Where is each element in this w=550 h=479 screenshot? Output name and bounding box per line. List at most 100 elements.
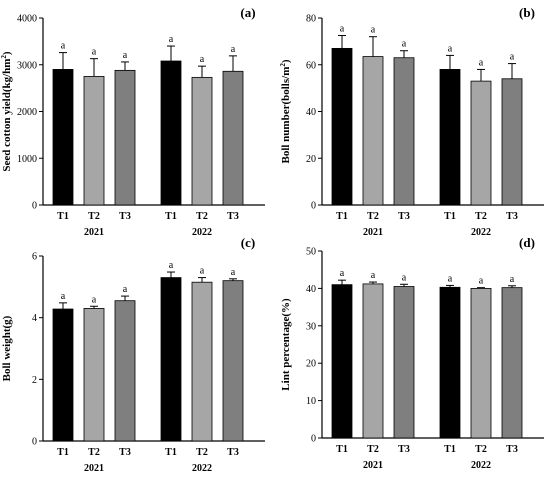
x-category-label: T2 xyxy=(367,444,379,455)
y-tick-label: 20 xyxy=(306,359,316,370)
chart-panel-1: 0 1000 2000 3000 4000 Seed cotton yield(kg/hm… xyxy=(0,5,265,238)
y-axis-label-part: Boll weight(g) xyxy=(1,315,13,381)
panel-label: (a) xyxy=(240,5,255,20)
x-category-label: T2 xyxy=(367,211,379,222)
y-axis-label-part: 2 xyxy=(0,55,8,59)
significance-label: a xyxy=(61,41,66,52)
y-axis-label: Seed cotton yield(kg/hm2) xyxy=(0,51,13,172)
x-category-label: T3 xyxy=(506,444,518,455)
y-tick-label: 4 xyxy=(32,313,37,324)
y-axis-label: Boll weight(g) xyxy=(1,315,13,381)
panel-label: (b) xyxy=(519,5,535,20)
significance-label: a xyxy=(231,44,236,55)
x-group-label: 2022 xyxy=(192,463,212,474)
panel-label: (d) xyxy=(519,235,535,250)
bar-2022-T2 xyxy=(470,287,492,439)
x-category-label: T3 xyxy=(398,444,410,455)
bar-2021-T1 xyxy=(52,69,74,206)
x-category-label: T2 xyxy=(475,211,487,222)
bar-2021-T3 xyxy=(393,57,415,206)
significance-label: a xyxy=(510,274,515,285)
x-category-label: T2 xyxy=(196,447,208,458)
x-category-label: T1 xyxy=(444,444,456,455)
x-category-label: T1 xyxy=(336,444,348,455)
x-category-label: T2 xyxy=(196,211,208,222)
y-tick-label: 1000 xyxy=(17,154,37,165)
x-category-label: T3 xyxy=(506,211,518,222)
x-category-label: T2 xyxy=(475,444,487,455)
y-tick-label: 0 xyxy=(311,201,316,212)
x-category-label: T2 xyxy=(88,447,100,458)
x-category-label: T3 xyxy=(119,211,131,222)
significance-label: a xyxy=(448,273,453,284)
y-tick-label: 30 xyxy=(306,321,316,332)
significance-label: a xyxy=(340,24,345,35)
significance-label: a xyxy=(340,268,345,279)
bar-2022-T3 xyxy=(222,280,244,442)
significance-label: a xyxy=(200,266,205,277)
y-tick-label: 20 xyxy=(306,154,316,165)
significance-label: a xyxy=(231,267,236,278)
y-axis-label-part: Seed cotton yield(kg/hm xyxy=(1,59,13,172)
significance-label: a xyxy=(61,291,66,302)
chart-panel-3: 0 2 4 6 Boll weight(g) (c) a T1 a T2 a T3 2021 a T1 a T2… xyxy=(1,235,265,474)
significance-label: a xyxy=(479,276,484,287)
x-category-label: T3 xyxy=(119,447,131,458)
bar-2021-T1 xyxy=(52,308,74,442)
bar-2021-T1 xyxy=(331,47,353,206)
bar-2021-T3 xyxy=(393,286,415,439)
significance-label: a xyxy=(123,50,128,61)
bar-2021-T2 xyxy=(362,56,384,206)
significance-label: a xyxy=(371,270,376,281)
bar-2022-T2 xyxy=(191,281,213,442)
significance-label: a xyxy=(510,52,515,63)
bar-2022-T1 xyxy=(439,69,461,206)
bar-2022-T1 xyxy=(160,277,182,442)
x-group-label: 2021 xyxy=(84,463,104,474)
bar-2021-T3 xyxy=(114,300,136,442)
significance-label: a xyxy=(92,47,97,58)
y-tick-label: 6 xyxy=(32,252,37,263)
y-tick-label: 4000 xyxy=(17,14,37,25)
x-category-label: T3 xyxy=(398,211,410,222)
panel-label: (c) xyxy=(241,235,255,250)
y-tick-label: 2000 xyxy=(17,107,37,118)
y-axis-label-part: ) xyxy=(1,51,13,55)
y-tick-label: 0 xyxy=(311,434,316,445)
bar-2022-T1 xyxy=(160,60,182,206)
y-axis-label-part: ) xyxy=(280,59,292,63)
y-axis-label-part: Boll number(bolls/m xyxy=(280,67,292,164)
significance-label: a xyxy=(402,272,407,283)
x-category-label: T1 xyxy=(57,211,69,222)
y-tick-label: 3000 xyxy=(17,60,37,71)
x-category-label: T3 xyxy=(227,211,239,222)
bar-2022-T2 xyxy=(470,80,492,206)
bar-2022-T3 xyxy=(501,287,523,439)
y-axis-label: Lint percentage(%) xyxy=(280,298,292,391)
y-tick-label: 80 xyxy=(306,14,316,25)
y-tick-label: 40 xyxy=(306,107,316,118)
bar-2022-T2 xyxy=(191,76,213,206)
y-tick-label: 0 xyxy=(32,201,37,212)
bar-2022-T3 xyxy=(501,78,523,206)
significance-label: a xyxy=(123,284,128,295)
y-tick-label: 10 xyxy=(306,396,316,407)
bar-2022-T1 xyxy=(439,286,461,439)
y-tick-label: 50 xyxy=(306,247,316,258)
y-tick-label: 40 xyxy=(306,284,316,295)
y-tick-label: 60 xyxy=(306,60,316,71)
significance-label: a xyxy=(169,260,174,271)
chart-panel-2: 0 20 40 60 80 Boll number(bolls/m2) (b) a T1 a T2 a… xyxy=(279,5,544,238)
bar-2022-T3 xyxy=(222,70,244,206)
x-category-label: T1 xyxy=(444,211,456,222)
x-category-label: T3 xyxy=(227,447,239,458)
x-group-label: 2022 xyxy=(192,227,212,238)
bar-2021-T1 xyxy=(331,284,353,439)
bar-2021-T2 xyxy=(83,76,105,206)
x-category-label: T1 xyxy=(336,211,348,222)
significance-label: a xyxy=(402,39,407,50)
y-axis-label-part: 2 xyxy=(279,63,287,67)
x-group-label: 2022 xyxy=(471,460,491,471)
x-group-label: 2021 xyxy=(84,227,104,238)
